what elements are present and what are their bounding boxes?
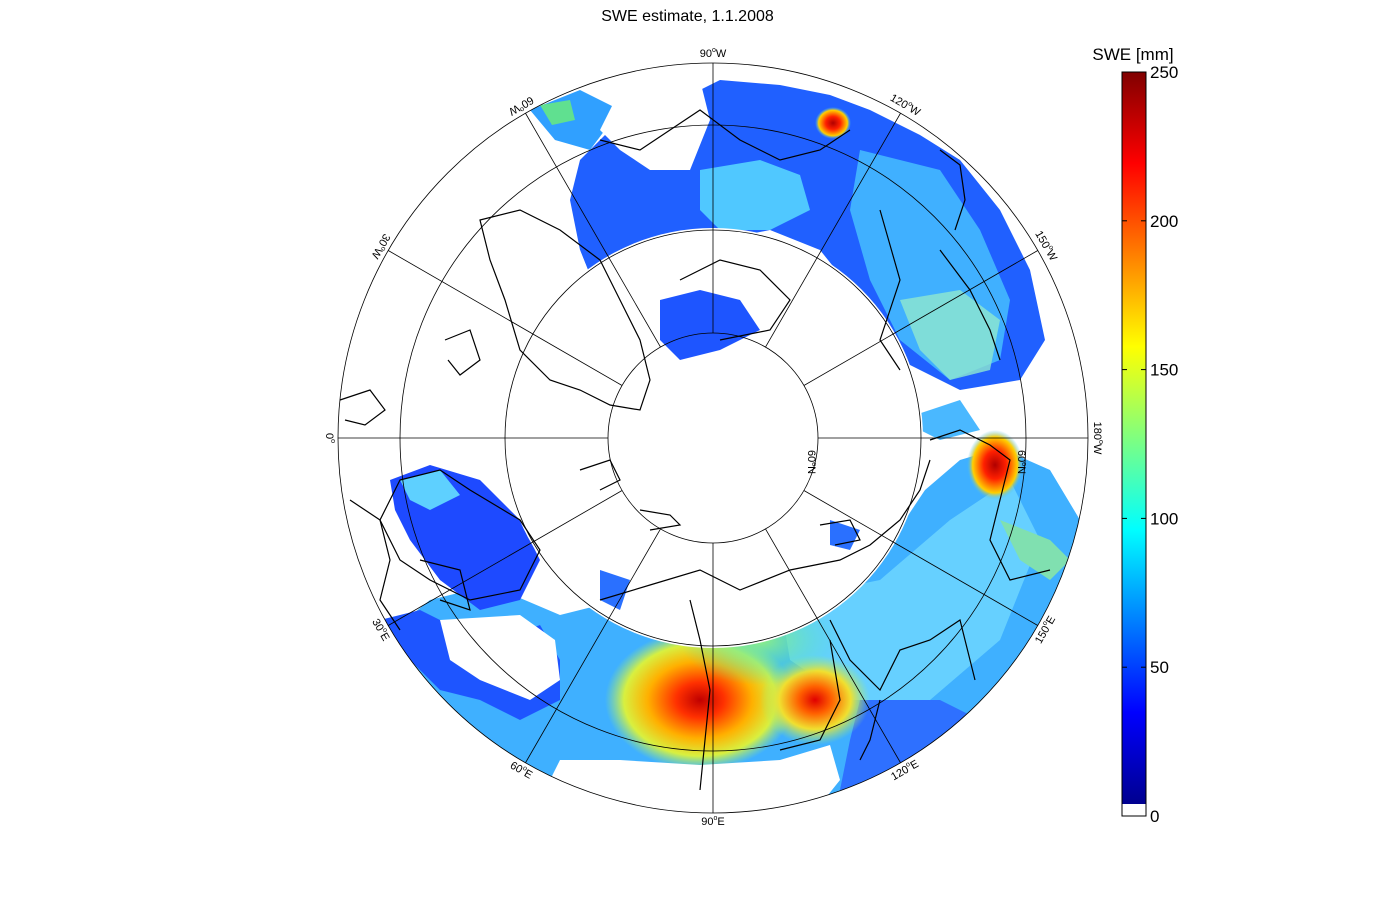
longitude-label-60e: 60oE — [508, 759, 535, 782]
meridian-line — [765, 528, 901, 763]
longitude-label-90w: 90oW — [700, 47, 727, 60]
colorbar-tick-label: 200 — [1150, 212, 1178, 231]
colorbar-tick-label: 50 — [1150, 658, 1169, 677]
longitude-label-0: 0o — [323, 433, 336, 443]
meridian-line — [525, 113, 661, 348]
colorbar-zero-bin — [1122, 804, 1146, 816]
longitude-labels: 90oW120oW150oW180oW150oE120oE90oE60oE30o… — [323, 47, 1104, 828]
map-title: SWE estimate, 1.1.2008 — [601, 8, 774, 25]
colorbar-frame — [1121, 71, 1147, 817]
colorbar-gradient — [1122, 72, 1146, 804]
colorbar-tick-label: 0 — [1150, 807, 1159, 826]
longitude-label-120w: 120oW — [888, 91, 923, 119]
meridian-line — [388, 490, 623, 626]
meridian-line — [803, 490, 1038, 626]
longitude-label-150w: 150oW — [1032, 228, 1060, 263]
lat-label-east: 60oN — [805, 450, 817, 474]
meridian-line — [525, 528, 661, 763]
colorbar: SWE [mm] 0 50 100 150 200 250 — [1092, 45, 1178, 826]
meridian-line — [388, 250, 623, 386]
colorbar-ticks: 0 50 100 150 200 250 — [1122, 63, 1178, 826]
graticule — [337, 62, 1089, 814]
colorbar-tick-label: 100 — [1150, 509, 1178, 528]
colorbar-tick-label: 150 — [1150, 361, 1178, 380]
longitude-label-180w: 180oW — [1091, 422, 1104, 455]
longitude-label-60w: 60oW — [506, 94, 536, 119]
meridians — [338, 63, 1088, 813]
longitude-label-90e: 90oE — [701, 815, 725, 828]
colorbar-tick-label: 250 — [1150, 63, 1178, 82]
longitude-label-30w: 30oW — [368, 232, 393, 262]
meridian-line — [765, 113, 901, 348]
colorbar-title: SWE [mm] — [1092, 45, 1173, 64]
swe-field — [380, 80, 1088, 813]
lat-label-far-east: 60oN — [1015, 450, 1027, 474]
meridian-line — [803, 250, 1038, 386]
